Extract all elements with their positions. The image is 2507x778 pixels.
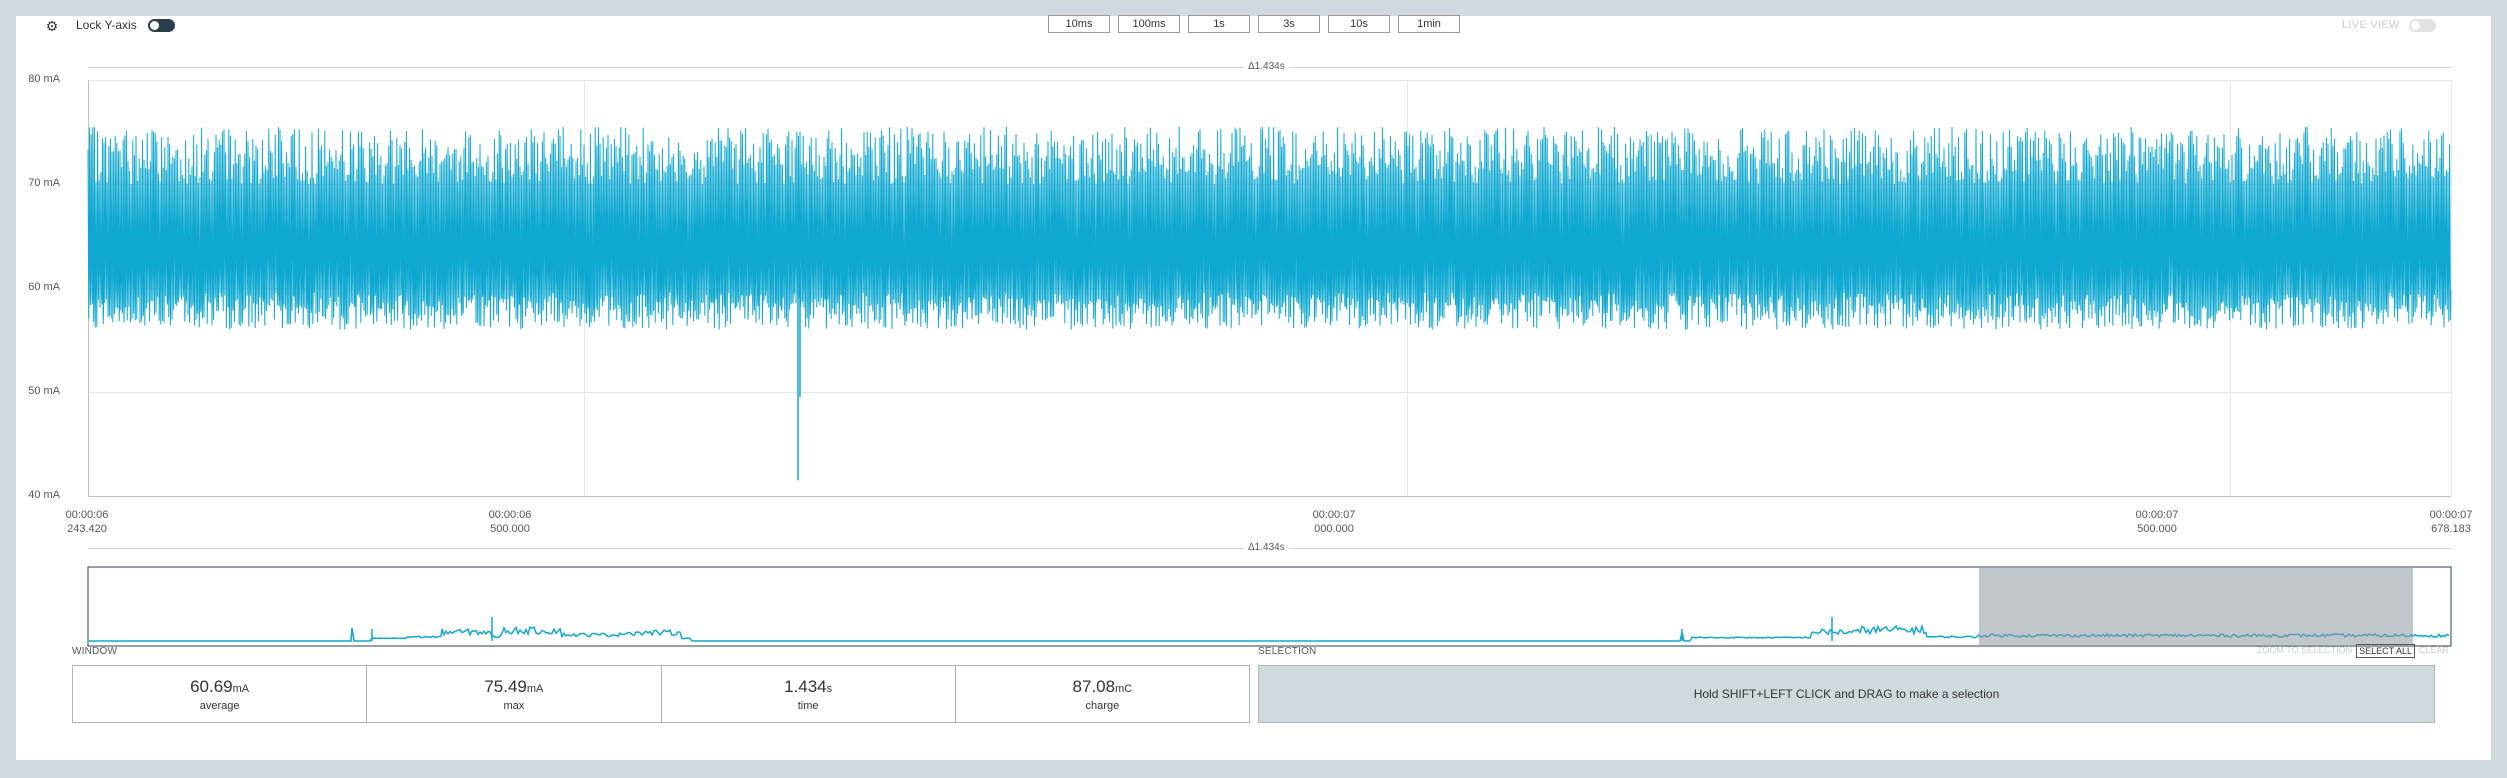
stat-max: 75.49mA max [367,666,662,722]
zoom-1s-button[interactable]: 1s [1188,15,1250,33]
selection-section-title: SELECTION [1258,646,1317,657]
stat-time: 1.434s time [662,666,956,722]
zoom-3s-button[interactable]: 3s [1258,15,1320,33]
toggle-knob [150,21,159,30]
selection-actions: ZOOM TO SELECTION SELECT ALL CLEAR [2255,644,2451,658]
live-view-label: LIVE VIEW [2342,19,2400,31]
y-tick-label: 50 mA [28,385,60,397]
zoom-10ms-button[interactable]: 10ms [1048,15,1110,33]
live-view-toggle[interactable] [2409,19,2436,32]
stat-average: 60.69mA average [73,666,368,722]
minimap-window-highlight[interactable] [1979,568,2413,645]
main-delta-label: Δ1.434s [1244,61,1289,72]
current-dip-line [797,267,801,481]
lock-y-axis-label: Lock Y-axis [76,18,137,32]
gear-icon[interactable]: ⚙ [45,17,59,34]
x-tick-label: 00:00:06 500.000 [488,509,532,535]
zoom-10s-button[interactable]: 10s [1328,15,1390,33]
zoom-100ms-button[interactable]: 100ms [1118,15,1180,33]
x-tick-label: 00:00:07 500.000 [2135,509,2179,535]
window-section-title: WINDOW [72,646,118,657]
zoom-button-group: 10ms 100ms 1s 3s 10s 1min [1048,15,1460,33]
y-tick-label: 40 mA [28,489,60,501]
y-tick-label: 80 mA [28,73,60,85]
clear-selection-button[interactable]: CLEAR [2418,645,2449,655]
zoom-to-selection-button[interactable]: ZOOM TO SELECTION [2256,645,2353,655]
toggle-knob [2411,21,2420,30]
x-tick-label: 00:00:07 000.000 [1312,509,1356,535]
minimap-delta-label: Δ1.434s [1244,542,1289,553]
zoom-1min-button[interactable]: 1min [1398,15,1460,33]
y-tick-label: 60 mA [28,281,60,293]
minimap-chart[interactable] [72,551,2452,647]
y-tick-label: 70 mA [28,177,60,189]
selection-hint-box: Hold SHIFT+LEFT CLICK and DRAG to make a… [1258,665,2435,723]
main-chart[interactable] [72,64,2452,504]
select-all-button[interactable]: SELECT ALL [2356,644,2415,658]
x-tick-label: 00:00:06 243.420 [65,509,109,535]
lock-y-axis-toggle[interactable] [148,19,175,32]
current-series-line [87,126,2452,330]
window-stats: 60.69mA average 75.49mA max 1.434s time … [72,665,1250,723]
x-tick-label: 00:00:07 678.183 [2429,509,2473,535]
minimap-series-line [89,617,2450,642]
stat-charge: 87.08mC charge [1072,676,1133,712]
selection-hint: Hold SHIFT+LEFT CLICK and DRAG to make a… [1693,687,2000,701]
